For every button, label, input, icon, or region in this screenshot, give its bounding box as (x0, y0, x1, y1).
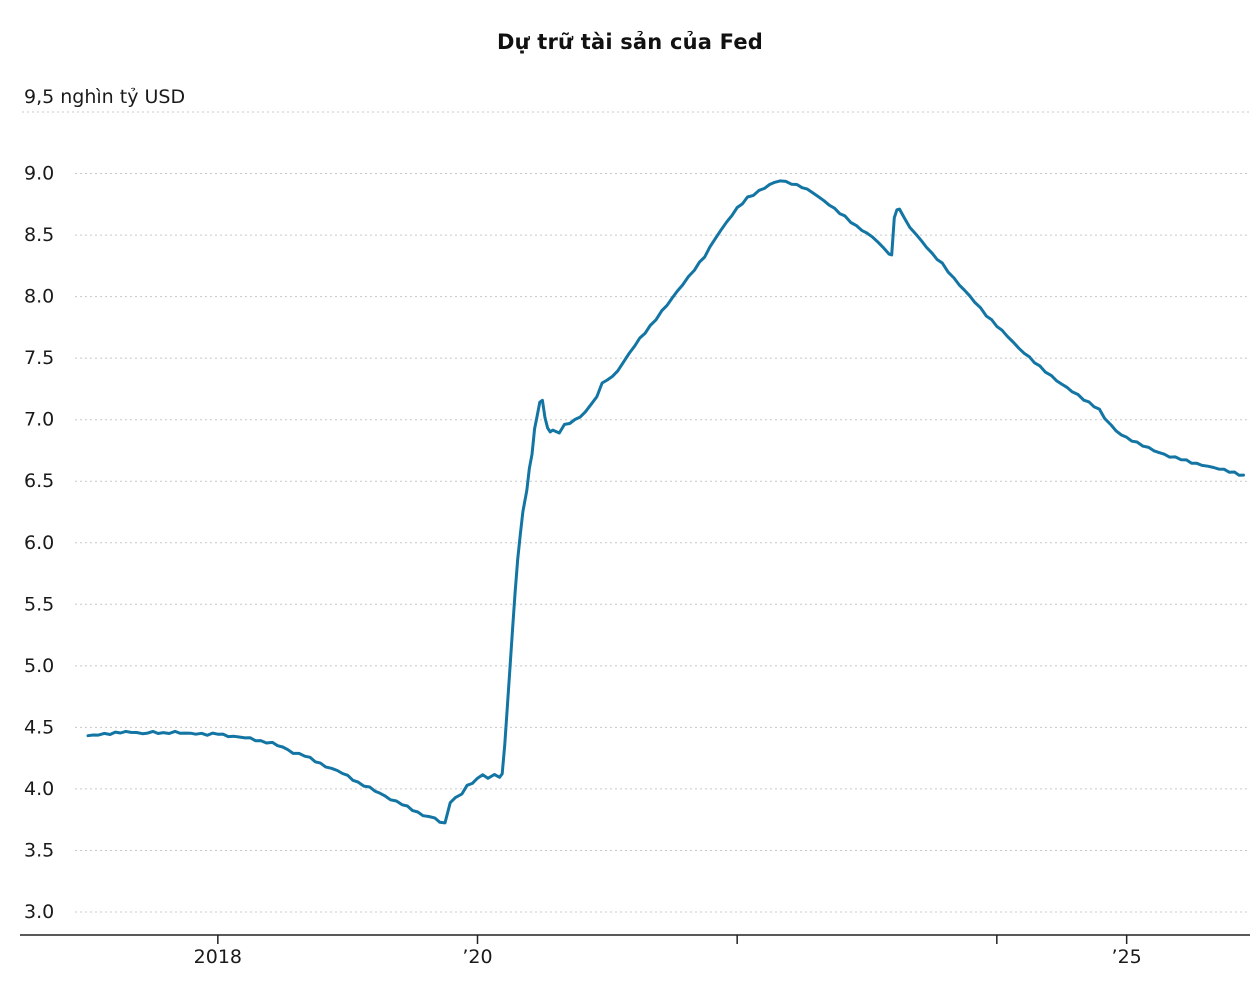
y-axis-tick-label: 6.5 (24, 470, 54, 492)
fed-assets-series-line (86, 179, 1245, 825)
y-axis-tick-label: 3.0 (24, 901, 54, 923)
x-axis-tick-label: ’25 (1112, 946, 1142, 968)
x-axis-tick-label: 2018 (194, 946, 242, 968)
y-axis-tick-label: 8.5 (24, 224, 54, 246)
chart-title: Dự trữ tài sản của Fed (496, 30, 764, 54)
y-axis-tick-label: 9.0 (24, 163, 54, 185)
y-axis-unit-label: 9,5 nghìn tỷ USD (24, 86, 186, 108)
y-axis-tick-label: 4.5 (24, 716, 54, 738)
y-axis-tick-label: 5.5 (24, 593, 54, 615)
y-axis-tick-label: 4.0 (24, 778, 54, 800)
y-axis-tick-label: 5.0 (24, 655, 54, 677)
x-axis-tick-label: ’20 (462, 946, 492, 968)
y-axis-tick-label: 8.0 (24, 286, 54, 308)
y-axis-tick-label: 7.0 (24, 409, 54, 431)
y-axis-tick-label: 7.5 (24, 347, 54, 369)
y-axis-tick-label: 6.0 (24, 532, 54, 554)
y-axis-tick-label: 3.5 (24, 839, 54, 861)
